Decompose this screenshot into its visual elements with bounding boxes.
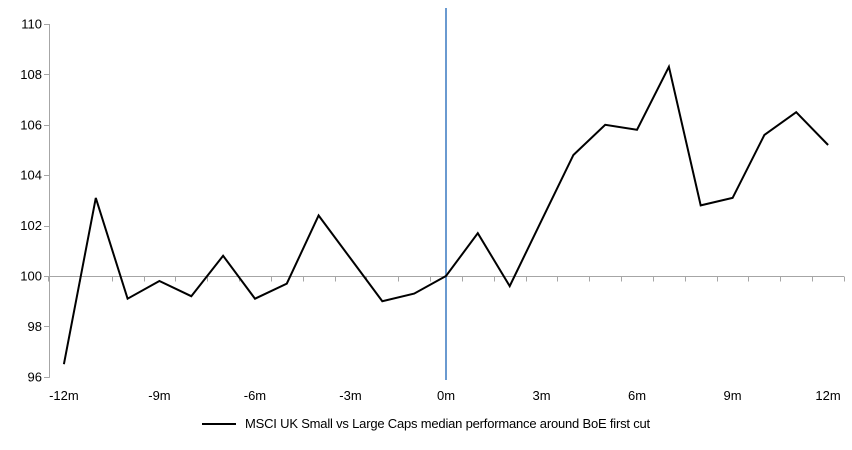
y-tick-label: 100: [20, 269, 42, 284]
legend-label: MSCI UK Small vs Large Caps median perfo…: [245, 416, 650, 431]
x-tick-label: 6m: [628, 388, 646, 403]
y-tick-label: 102: [20, 218, 42, 233]
x-tick-label: -9m: [148, 388, 170, 403]
y-tick-label: 96: [28, 369, 42, 384]
x-tick-label: 3m: [532, 388, 550, 403]
y-tick-label: 108: [20, 67, 42, 82]
x-tick-label: -12m: [49, 388, 79, 403]
x-tick-label: -6m: [244, 388, 266, 403]
legend: MSCI UK Small vs Large Caps median perfo…: [0, 416, 852, 431]
y-tick-label: 110: [21, 17, 42, 32]
y-tick-label: 106: [20, 117, 42, 132]
legend-line-sample: [202, 422, 237, 425]
x-tick-label: 12m: [815, 388, 840, 403]
x-tick-label: -3m: [339, 388, 361, 403]
x-tick-label: 9m: [724, 388, 742, 403]
y-tick-label: 104: [20, 168, 42, 183]
series-msci-line: [62, 63, 829, 365]
x-tick-label: 0m: [437, 388, 455, 403]
y-tick-label: 98: [28, 319, 42, 334]
